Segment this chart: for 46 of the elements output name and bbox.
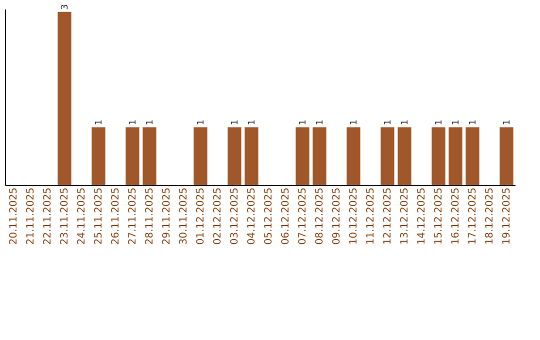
data-label: 1 <box>350 120 360 126</box>
data-label: 1 <box>196 120 206 126</box>
data-label: 1 <box>230 120 240 126</box>
x-tick-label: 09.12.2025 <box>332 188 342 245</box>
x-tick-label: 14.12.2025 <box>416 188 428 245</box>
x-tick-label: 18.12.2025 <box>484 188 496 245</box>
x-tick-label: 23.11.2025 <box>60 188 70 245</box>
data-label: 1 <box>384 120 394 126</box>
data-label: 1 <box>434 120 444 126</box>
x-tick-label: 27.11.2025 <box>128 188 138 245</box>
x-tick-label: 30.11.2025 <box>178 188 190 245</box>
x-tick-label: 25.11.2025 <box>94 188 104 245</box>
x-tick-label: 15.12.2025 <box>434 188 444 245</box>
x-tick-label: 21.11.2025 <box>26 188 36 245</box>
x-tick-label: 16.12.2025 <box>450 188 462 245</box>
x-tick-label: 05.12.2025 <box>264 188 274 245</box>
x-tick-label: 26.11.2025 <box>110 188 122 245</box>
data-label: 1 <box>400 120 410 126</box>
x-tick-label: 02.12.2025 <box>212 188 224 245</box>
x-tick-label: 11.12.2025 <box>366 188 376 245</box>
x-tick-label: 13.12.2025 <box>400 188 410 245</box>
x-tick-label: 24.11.2025 <box>76 188 88 245</box>
x-tick-label: 29.11.2025 <box>162 188 172 245</box>
data-label: 1 <box>468 120 478 126</box>
x-tick-label: 07.12.2025 <box>298 188 308 245</box>
x-tick-label: 08.12.2025 <box>314 188 326 245</box>
data-label: 1 <box>146 120 156 126</box>
x-tick-label: 20.11.2025 <box>8 188 20 245</box>
x-tick-label: 12.12.2025 <box>382 188 394 245</box>
data-label: 1 <box>298 120 308 126</box>
x-tick-label: 01.12.2025 <box>196 188 206 245</box>
data-label: 1 <box>128 120 138 126</box>
x-tick-label: 22.11.2025 <box>42 188 54 245</box>
data-label: 3 <box>60 4 70 10</box>
x-tick-label: 19.12.2025 <box>502 188 512 245</box>
data-label: 1 <box>94 120 104 126</box>
x-tick-label: 06.12.2025 <box>280 188 292 245</box>
data-label: 1 <box>452 120 462 126</box>
x-tick-label: 04.12.2025 <box>246 188 258 245</box>
x-tick-label: 17.12.2025 <box>468 188 478 245</box>
data-label: 1 <box>248 120 258 126</box>
data-label: 1 <box>316 120 326 126</box>
x-tick-label: 28.11.2025 <box>144 188 156 245</box>
x-tick-label: 10.12.2025 <box>348 188 360 245</box>
data-label: 1 <box>502 120 512 126</box>
x-tick-label: 03.12.2025 <box>230 188 240 245</box>
